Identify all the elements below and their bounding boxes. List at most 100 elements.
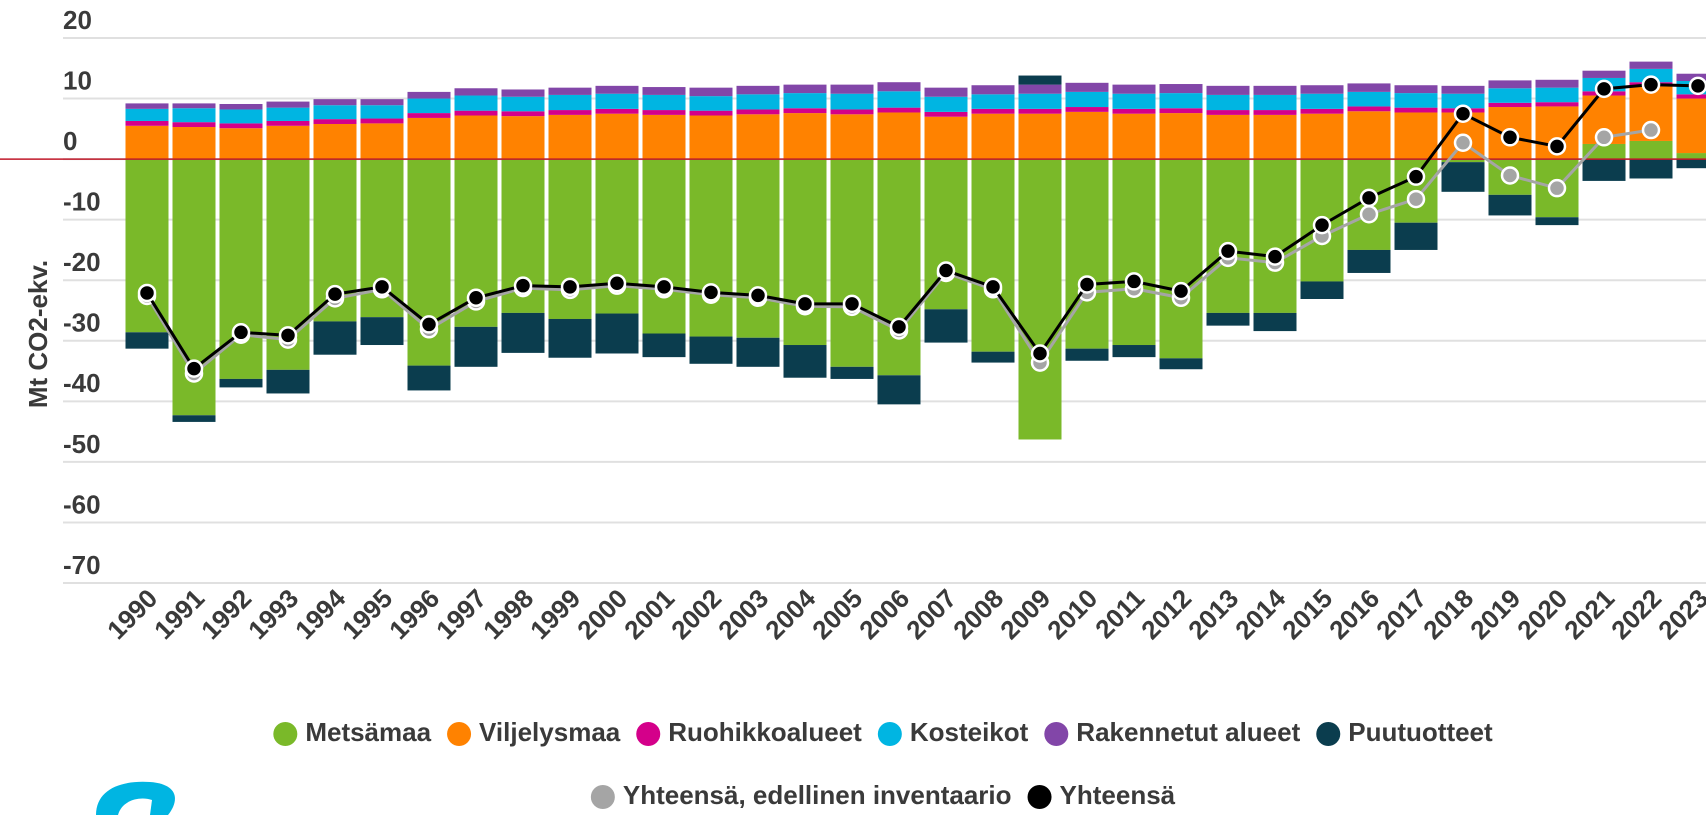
bar-segment — [548, 94, 592, 111]
bar-segment — [313, 123, 357, 160]
bar-segment — [548, 87, 592, 95]
bar-segment — [1488, 194, 1532, 216]
bar-segment — [595, 85, 639, 94]
bar-segment — [642, 333, 686, 358]
x-tick-label: 2013 — [1182, 583, 1244, 645]
bar-segment — [924, 87, 968, 97]
total-point — [1594, 79, 1614, 99]
legend-label: Metsämaa — [305, 717, 431, 747]
bar-segment — [689, 96, 733, 111]
total-point — [278, 326, 298, 345]
total-point — [1641, 120, 1661, 140]
bar-segment — [172, 127, 216, 160]
bar-segment — [971, 113, 1015, 160]
bar-segment — [689, 87, 733, 97]
bar-segment — [877, 159, 921, 376]
total-point — [889, 317, 909, 337]
bar-segment — [219, 104, 263, 110]
x-tick-label: 2023 — [1652, 583, 1706, 645]
bar-segment — [360, 317, 404, 346]
bar-segment — [1112, 108, 1156, 114]
bar-segment — [877, 91, 921, 108]
total-point — [1688, 76, 1706, 96]
bar-segment — [736, 337, 780, 367]
legend-label: Ruohikkoalueet — [668, 717, 862, 747]
bar-segment — [1441, 93, 1485, 109]
bar-segment — [360, 118, 404, 124]
bar-segment — [1112, 93, 1156, 109]
bar-segment — [1112, 345, 1156, 358]
bar-segment — [1300, 108, 1344, 114]
bar-segment — [1394, 222, 1438, 250]
bar-segment — [219, 128, 263, 160]
bar-segment — [407, 91, 451, 99]
bar-segment — [783, 108, 827, 114]
x-tick-label: 2007 — [900, 583, 962, 645]
x-tick-label: 1998 — [477, 583, 539, 645]
x-tick-label: 2012 — [1135, 583, 1197, 645]
x-tick-label: 2022 — [1605, 583, 1667, 645]
legend-marker — [636, 722, 661, 746]
total-point — [1500, 128, 1520, 147]
bar-segment — [1441, 162, 1485, 192]
bar-segment — [642, 110, 686, 115]
bar-segment — [1488, 88, 1532, 103]
bar-segment — [1159, 159, 1203, 359]
bar-segment — [736, 114, 780, 160]
bar-segment — [877, 375, 921, 405]
bar-segment — [1112, 84, 1156, 94]
total-point — [1265, 247, 1285, 266]
legend-label: Rakennetut alueet — [1076, 717, 1300, 747]
bar-segment — [1441, 159, 1485, 163]
bar-segment — [1535, 87, 1579, 103]
total-point — [983, 277, 1003, 297]
total-point — [936, 261, 956, 280]
bar-segment — [125, 159, 169, 333]
x-tick-label: 2003 — [712, 583, 774, 645]
y-tick-label: 20 — [63, 5, 92, 35]
bar-segment — [407, 98, 451, 114]
bar-segment — [407, 365, 451, 391]
bar-segment — [783, 113, 827, 160]
bar-segment — [1018, 75, 1062, 85]
bar-segment — [595, 108, 639, 114]
bar-segment — [125, 103, 169, 109]
bar-segment — [501, 96, 545, 112]
bar-segment — [172, 122, 216, 128]
total-point — [137, 283, 157, 303]
bar-segment — [266, 125, 310, 160]
total-point — [1218, 241, 1238, 261]
total-point — [607, 274, 627, 293]
x-tick-label: 1996 — [383, 583, 445, 645]
bar-segment — [1629, 140, 1673, 160]
bar-segment — [783, 84, 827, 94]
x-tick-label: 2009 — [994, 583, 1056, 645]
total-point — [1453, 104, 1473, 123]
bar-segment — [1065, 91, 1109, 108]
bar-segment — [1535, 79, 1579, 88]
bar-segment — [736, 85, 780, 95]
y-tick-label: -50 — [63, 429, 101, 459]
bar-segment — [595, 93, 639, 109]
x-tick-label: 2015 — [1276, 583, 1338, 645]
bar-segment — [1159, 113, 1203, 160]
x-tick-label: 1999 — [524, 583, 586, 645]
bar-segment — [971, 351, 1015, 363]
bar-segment — [454, 95, 498, 111]
bar-segment — [360, 105, 404, 119]
total-point — [795, 294, 815, 314]
bar-segment — [1394, 93, 1438, 108]
bar-segment — [1112, 113, 1156, 160]
bars — [0, 61, 1706, 440]
bar-segment — [1018, 93, 1062, 109]
bar-segment — [924, 309, 968, 343]
bar-segment — [1300, 93, 1344, 109]
bar-segment — [830, 84, 874, 94]
legend-marker — [877, 722, 902, 746]
bar-segment — [407, 113, 451, 118]
y-axis-label: Mt CO2-ekv. — [23, 260, 53, 408]
bar-segment — [1065, 111, 1109, 160]
x-tick-label: 1992 — [195, 583, 257, 645]
total-point — [654, 277, 674, 297]
bar-segment — [219, 123, 263, 129]
